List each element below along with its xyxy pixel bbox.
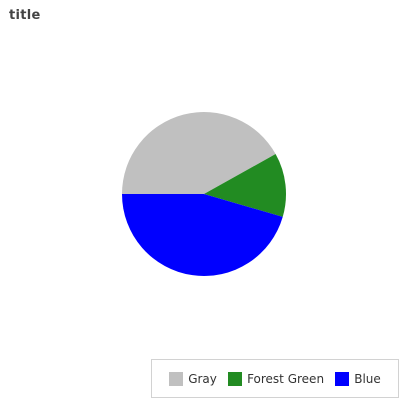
pie-slice-gray	[122, 112, 276, 194]
pie-slice-blue	[122, 194, 283, 276]
pie-slice-forest-green	[204, 154, 286, 217]
legend: Gray Forest Green Blue	[151, 359, 399, 398]
legend-label: Blue	[354, 371, 381, 386]
legend-swatch	[169, 371, 184, 386]
legend-swatch	[335, 371, 350, 386]
legend-label: Gray	[188, 371, 217, 386]
legend-item-forest-green: Forest Green	[228, 371, 325, 386]
legend-item-gray: Gray	[169, 371, 217, 386]
legend-item-blue: Blue	[335, 371, 381, 386]
chart-title: title	[9, 8, 41, 23]
legend-swatch	[228, 371, 243, 386]
legend-label: Forest Green	[247, 371, 325, 386]
